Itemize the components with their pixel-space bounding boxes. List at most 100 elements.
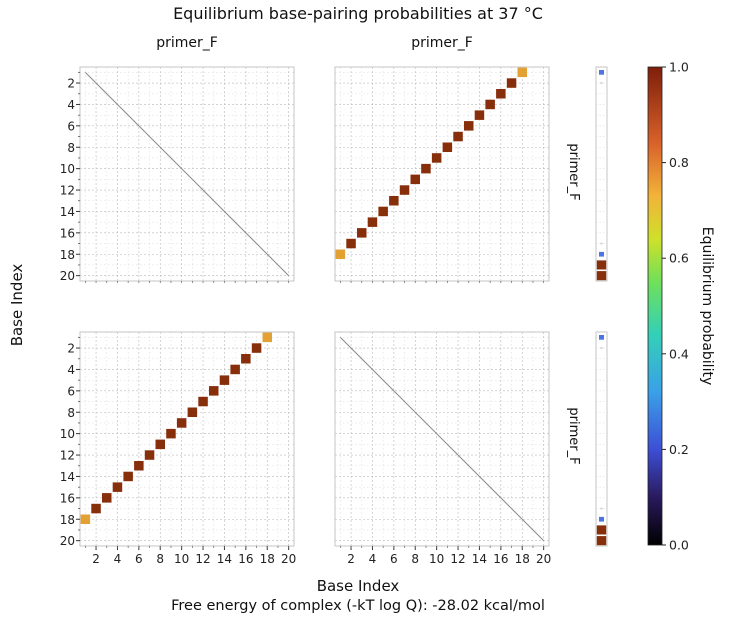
unpaired-cell	[596, 536, 607, 546]
x-tick-label: 4	[369, 552, 377, 566]
y-axis-label: Base Index	[8, 264, 26, 347]
y-tick-label: 4	[67, 98, 75, 112]
free-energy-footer: Free energy of complex (-kT log Q): -28.…	[171, 598, 545, 614]
x-tick-label: 16	[493, 552, 508, 566]
x-tick-label: 8	[156, 552, 164, 566]
pair-cell	[431, 153, 442, 163]
self-diagonal-line	[339, 336, 545, 542]
pair-cell	[357, 228, 367, 238]
unpaired-strip-top	[595, 66, 608, 282]
pair-cell	[166, 428, 176, 439]
y-tick-label: 8	[67, 141, 75, 155]
y-tick-label: 20	[60, 534, 75, 548]
x-tick-label: 16	[238, 552, 253, 566]
pair-cell	[144, 450, 155, 460]
colorbar-tick-label: 0.2	[669, 442, 689, 457]
y-tick-label: 8	[67, 406, 75, 420]
colorbar	[647, 66, 663, 546]
strip-frame	[595, 331, 608, 547]
colorbar-ticks: 0.0 0.2 0.4 0.6 0.8 1.0	[662, 60, 689, 553]
pair-cell	[198, 396, 208, 407]
x-tick-label: 6	[390, 552, 398, 566]
y-tick-label: 4	[67, 363, 75, 377]
y-tick-label: 18	[60, 248, 75, 262]
x-tick-label: 12	[450, 552, 465, 566]
unpaired-strips-layer	[595, 66, 608, 547]
pair-cell	[421, 163, 431, 174]
strip-background	[596, 332, 607, 546]
pair-cell	[496, 89, 506, 99]
y-tick-label: 16	[60, 226, 75, 240]
unpaired-cell	[599, 516, 604, 522]
pair-cell	[251, 343, 262, 353]
pair-cell	[346, 238, 356, 249]
panel-frame	[79, 66, 295, 282]
unpaired-cell	[599, 70, 604, 75]
y-tick-label: 12	[60, 449, 75, 463]
self-diagonal-line	[84, 71, 290, 277]
unpaired-cell	[600, 242, 603, 245]
pair-cell	[506, 78, 517, 88]
pair-cell	[219, 375, 230, 385]
unpaired-cell	[599, 251, 604, 257]
x-tick-label: 10	[174, 552, 189, 566]
x-tick-label: 10	[429, 552, 444, 566]
pair-cell	[378, 206, 388, 217]
chart-title: Equilibrium base-pairing probabilities a…	[173, 4, 543, 23]
y-tick-label: 16	[60, 491, 75, 505]
pair-cell	[155, 439, 165, 450]
panel-top-left: 2 4 6 8 10 12 14 16 18 20	[60, 66, 295, 283]
pair-cell	[335, 249, 346, 259]
x-tick-label: 18	[515, 552, 530, 566]
pair-cell	[474, 110, 485, 120]
unpaired-cell	[596, 260, 607, 270]
column-title-left: primer_F	[156, 35, 218, 51]
pair-cell	[399, 185, 410, 195]
panel-top-right	[334, 66, 550, 283]
pair-cell	[389, 196, 399, 206]
panel-frame	[334, 66, 550, 282]
pair-cell	[80, 514, 91, 524]
x-tick-label: 2	[347, 552, 355, 566]
x-tick-label: 2	[92, 552, 100, 566]
y-tick-label: 2	[67, 342, 75, 356]
pair-cell	[241, 354, 251, 364]
pair-cell	[485, 99, 495, 110]
strip-frame	[595, 66, 608, 282]
y-tick-label: 10	[60, 162, 75, 176]
panel-background	[335, 67, 549, 281]
unpaired-cell	[596, 525, 607, 535]
unpaired-cell	[599, 335, 604, 340]
pair-cell	[123, 471, 133, 482]
pair-cell	[517, 67, 527, 78]
y-tick-label: 14	[60, 470, 75, 484]
pair-cell	[134, 461, 144, 471]
panel-bottom-right: 2 4 6 8 10 12 14 16 18 20	[334, 331, 551, 566]
pair-cell	[209, 386, 219, 396]
strip-background	[596, 67, 607, 281]
x-tick-label: 6	[135, 552, 143, 566]
pair-cell	[442, 142, 453, 152]
x-tick-label: 20	[536, 552, 551, 566]
x-tick-label: 14	[217, 552, 232, 566]
pair-cell	[112, 482, 123, 492]
y-tick-label: 10	[60, 427, 75, 441]
side-label-bottom: primer_F	[566, 407, 581, 464]
x-tick-label: 18	[260, 552, 275, 566]
pair-cell	[453, 131, 463, 142]
x-axis-label: Base Index	[317, 577, 400, 595]
pair-cell	[230, 364, 240, 375]
pair-cell	[187, 407, 198, 417]
x-tick-label: 8	[411, 552, 419, 566]
x-tick-label: 12	[195, 552, 210, 566]
x-tick-label: 14	[472, 552, 487, 566]
y-tick-label: 20	[60, 269, 75, 283]
colorbar-tick-label: 0.0	[669, 538, 689, 553]
unpaired-cell	[600, 82, 603, 84]
pair-cell	[91, 503, 101, 514]
pair-cell	[464, 121, 474, 131]
side-label-top: primer_F	[566, 143, 581, 200]
panel-background	[80, 332, 294, 546]
